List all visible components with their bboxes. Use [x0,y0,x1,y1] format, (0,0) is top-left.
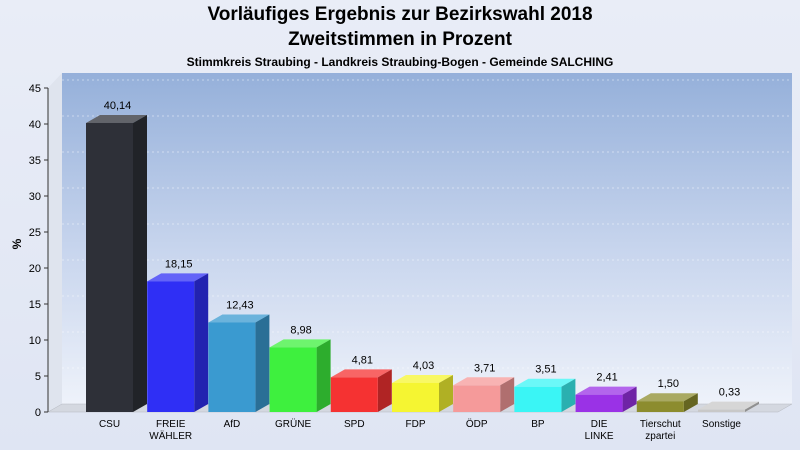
bar-side [500,377,515,412]
bar-top [575,386,637,395]
bar-value-label: 1,50 [658,378,679,390]
x-tick-label: zpartei [645,431,675,442]
bar [636,401,684,412]
y-tick-label: 25 [29,227,41,239]
x-tick-label: DIE [591,419,608,430]
bar-value-label: 3,71 [474,362,495,374]
bar-top [392,374,453,383]
bar-side [622,386,637,412]
bar-value-label: 8,98 [290,324,311,336]
bar-side [439,374,453,412]
bar-top [453,377,515,386]
chart-subtitle: Zweitstimmen in Prozent [288,29,512,50]
bar-value-label: 12,43 [226,300,254,312]
bar-side [194,273,209,412]
x-tick-label: GRÜNE [275,418,311,430]
bar-side [683,393,698,412]
plot-side-wall [48,73,62,412]
bar [330,377,378,412]
bar-side [745,401,759,412]
bar-value-label: 18,15 [165,258,193,270]
chart-region-subtitle: Stimmkreis Straubing - Landkreis Straubi… [186,55,614,69]
bar-top [698,401,759,410]
bar-value-label: 0,33 [719,387,740,399]
y-tick-label: 40 [29,119,41,131]
x-tick-label: FDP [406,419,426,430]
bar-value-label: 40,14 [104,100,132,112]
x-tick-label: LINKE [585,431,614,442]
x-tick-label: FREIE [156,419,186,430]
x-tick-label: WÄHLER [149,430,192,442]
x-tick-label: Sonstige [702,419,741,430]
bar-top [330,369,392,378]
x-tick-label: AfD [224,419,241,430]
bar [698,409,745,412]
bar-value-label: 2,41 [596,372,617,384]
y-tick-label: 20 [29,263,41,275]
bar-side [377,369,392,412]
y-axis-label: % [10,238,24,249]
bar [575,394,623,412]
bar-side [561,378,576,412]
bar-top [514,378,576,387]
bar-top [147,273,209,282]
bar-top [269,339,331,348]
bar [392,382,439,412]
x-tick-label: SPD [344,419,365,430]
bar-side [133,114,147,412]
y-tick-label: 30 [29,191,41,203]
bar-value-label: 4,03 [413,360,434,372]
bar-value-label: 4,81 [352,354,373,366]
bar [453,385,501,412]
bar [147,281,195,412]
y-tick-label: 45 [29,83,41,95]
chart-title: Vorläufiges Ergebnis zur Bezirkswahl 201… [207,4,593,25]
bar-value-label: 3,51 [535,364,556,376]
x-tick-label: Tierschut [640,419,681,430]
bar [269,347,317,412]
bar-side [255,314,270,412]
bar [514,386,562,412]
bar-top [636,393,698,402]
y-tick-label: 35 [29,155,41,167]
bar [208,322,256,412]
bar-top [208,314,270,323]
y-tick-label: 15 [29,299,41,311]
y-tick-label: 0 [35,407,41,419]
x-tick-label: CSU [99,419,120,430]
bar-top [86,114,147,123]
bar-side [316,339,331,412]
x-tick-label: ÖDP [466,418,488,430]
y-tick-label: 5 [35,371,41,383]
bar [86,122,133,412]
x-tick-label: BP [531,419,545,430]
y-tick-label: 10 [29,335,41,347]
